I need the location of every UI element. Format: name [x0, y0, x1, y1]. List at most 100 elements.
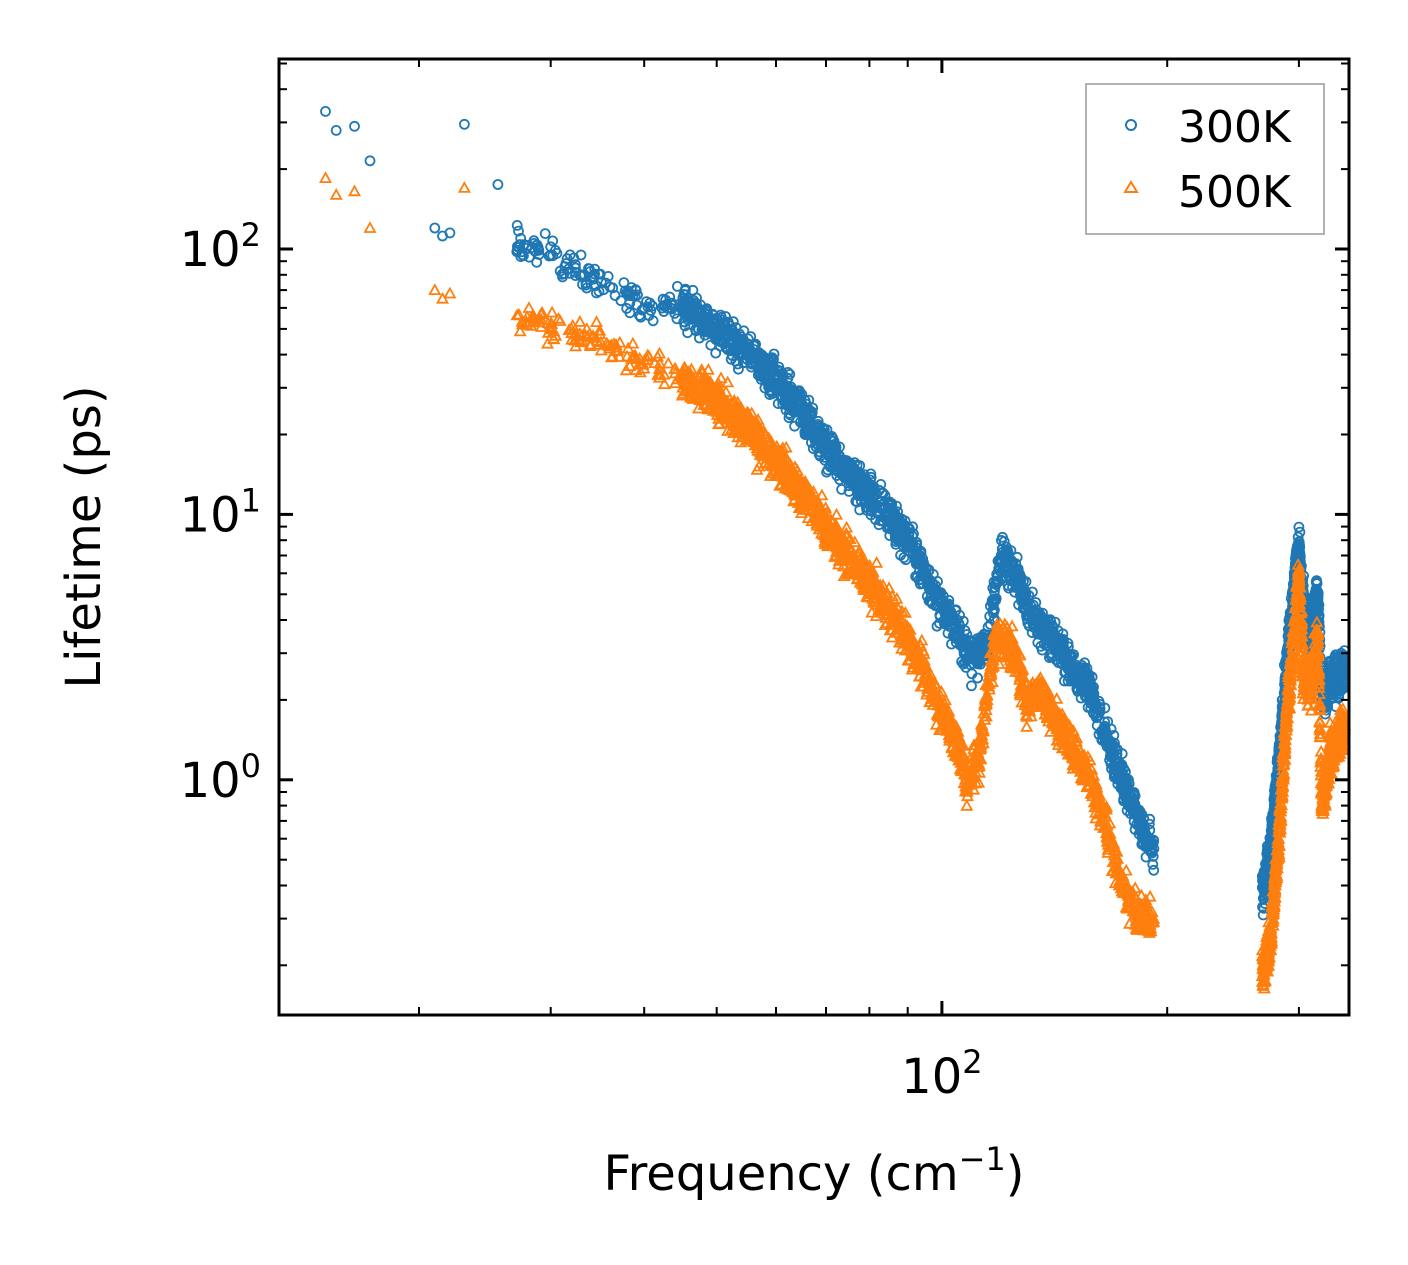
data-point: [684, 299, 695, 311]
data-point: [948, 628, 960, 640]
data-point: [997, 531, 1008, 543]
data-point: [659, 300, 671, 312]
data-point: [1052, 717, 1066, 729]
data-point: [844, 551, 859, 564]
data-point: [1258, 866, 1270, 877]
data-point: [623, 359, 637, 372]
data-point: [720, 342, 732, 354]
data-point: [897, 520, 909, 532]
data-point: [957, 633, 968, 645]
data-point: [870, 586, 885, 599]
data-point: [868, 595, 882, 608]
data-point: [1062, 718, 1076, 731]
data-point: [960, 798, 974, 811]
data-point: [320, 106, 331, 117]
data-point: [648, 356, 662, 369]
data-point: [988, 576, 1000, 588]
data-point: [1020, 720, 1034, 732]
data-point: [1036, 679, 1050, 692]
data-point: [1105, 736, 1117, 748]
data-point: [618, 277, 630, 289]
data-point: [738, 343, 749, 355]
data-point: [986, 654, 1000, 667]
data-point: [988, 638, 1002, 650]
data-point: [621, 302, 633, 314]
data-point: [1294, 526, 1306, 538]
data-point: [911, 659, 925, 672]
data-point: [930, 690, 944, 703]
data-point: [575, 334, 589, 347]
data-point: [903, 632, 917, 644]
data-point: [1112, 874, 1127, 887]
data-point: [622, 288, 634, 300]
data-point: [1142, 923, 1156, 935]
data-point: [693, 368, 707, 380]
data-point: [1147, 851, 1159, 862]
data-point: [916, 577, 928, 589]
data-point: [1117, 782, 1129, 794]
data-point: [1144, 813, 1156, 825]
data-point: [1101, 831, 1115, 843]
data-point: [712, 389, 726, 402]
data-point: [604, 350, 619, 363]
data-point: [910, 649, 924, 661]
data-point: [972, 672, 983, 684]
data-point: [808, 504, 823, 516]
data-point: [839, 544, 854, 557]
data-point: [588, 330, 602, 343]
data-point: [779, 477, 793, 490]
data-point: [864, 587, 878, 600]
data-point: [840, 470, 852, 482]
data-point: [364, 155, 376, 167]
data-point: [1101, 842, 1115, 855]
data-point: [972, 658, 984, 670]
data-point: [978, 697, 992, 709]
data-point: [666, 297, 678, 309]
data-point: [926, 581, 937, 593]
data-point: [1108, 876, 1122, 889]
data-point: [690, 382, 704, 395]
data-point: [998, 617, 1012, 630]
data-point: [641, 348, 655, 361]
data-point: [1046, 638, 1057, 650]
data-point: [1061, 747, 1075, 760]
data-point: [840, 463, 852, 475]
data-point: [1134, 900, 1148, 912]
data-point: [915, 548, 927, 559]
data-point: [1293, 521, 1305, 533]
data-point: [711, 332, 723, 344]
data-point: [940, 617, 952, 629]
data-point: [742, 420, 757, 433]
data-point: [928, 587, 940, 599]
data-point: [796, 475, 810, 488]
data-point: [1075, 770, 1089, 783]
data-point: [1065, 675, 1077, 687]
data-point: [1069, 745, 1083, 758]
data-point: [1330, 680, 1341, 691]
data-point: [894, 633, 909, 646]
data-point: [808, 508, 822, 521]
data-point: [731, 400, 745, 413]
data-point: [964, 755, 978, 768]
data-point: [1136, 809, 1148, 821]
data-point: [902, 639, 916, 652]
data-point: [1329, 684, 1341, 696]
data-point: [547, 235, 559, 247]
data-point: [884, 496, 895, 508]
data-point: [1134, 822, 1146, 833]
data-point: [1320, 691, 1331, 703]
data-point: [1144, 836, 1156, 848]
data-point: [531, 256, 543, 268]
data-point: [983, 665, 997, 678]
data-point: [1129, 790, 1141, 802]
data-point: [1000, 541, 1012, 553]
data-point: [559, 261, 571, 273]
data-point: [1293, 553, 1305, 565]
data-point: [683, 376, 697, 389]
data-point: [852, 470, 863, 482]
data-point: [942, 715, 956, 728]
data-point: [895, 621, 909, 634]
data-point: [1064, 649, 1075, 661]
data-point: [886, 604, 900, 617]
data-point: [751, 353, 763, 365]
